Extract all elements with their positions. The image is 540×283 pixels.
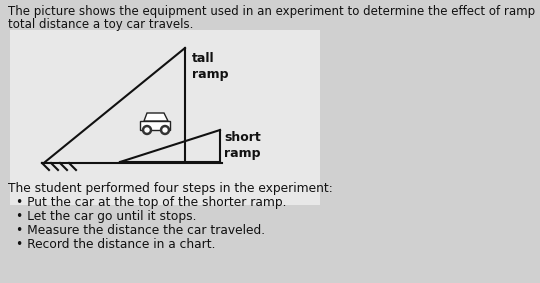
Circle shape <box>163 128 167 132</box>
Text: • Measure the distance the car traveled.: • Measure the distance the car traveled. <box>16 224 265 237</box>
Text: tall
ramp: tall ramp <box>192 52 228 81</box>
Text: • Put the car at the top of the shorter ramp.: • Put the car at the top of the shorter … <box>16 196 287 209</box>
Text: short
ramp: short ramp <box>224 131 261 160</box>
Text: • Record the distance in a chart.: • Record the distance in a chart. <box>16 238 215 251</box>
Polygon shape <box>144 113 168 121</box>
Circle shape <box>160 125 170 134</box>
Bar <box>140 121 170 130</box>
Circle shape <box>145 128 149 132</box>
Text: total distance a toy car travels.: total distance a toy car travels. <box>8 18 193 31</box>
Text: The picture shows the equipment used in an experiment to determine the effect of: The picture shows the equipment used in … <box>8 5 540 18</box>
Text: The student performed four steps in the experiment:: The student performed four steps in the … <box>8 182 333 195</box>
Text: • Let the car go until it stops.: • Let the car go until it stops. <box>16 210 197 223</box>
FancyBboxPatch shape <box>10 30 320 205</box>
Circle shape <box>143 125 152 134</box>
